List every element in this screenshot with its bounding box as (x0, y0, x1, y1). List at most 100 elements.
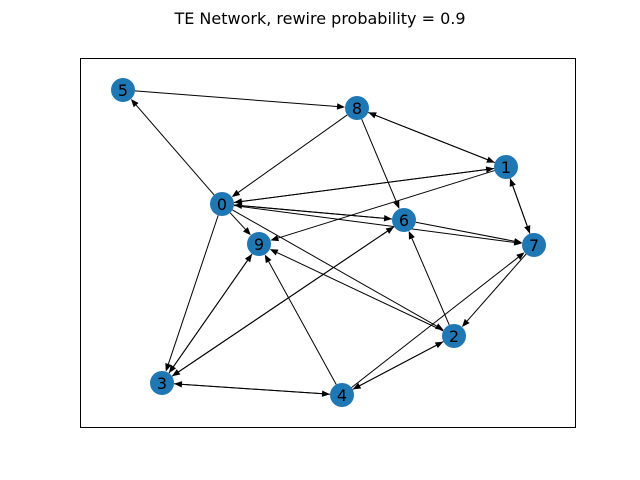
edge-line (167, 215, 219, 365)
edge-arrowhead (270, 234, 280, 242)
edge-0-to-9 (229, 212, 251, 236)
edge-line (415, 221, 515, 242)
node-5: 5 (111, 78, 135, 102)
node-label: 0 (217, 195, 227, 214)
edge-6-to-7 (415, 221, 523, 245)
edge-arrowhead (486, 156, 495, 163)
edge-line (241, 168, 495, 202)
edge-arrowhead (516, 252, 525, 260)
node-4: 4 (330, 383, 354, 407)
edge-1-to-8 (368, 112, 496, 164)
node-circle (111, 78, 135, 102)
node-1: 1 (494, 155, 518, 179)
edge-6-to-0 (233, 202, 393, 220)
edge-line (181, 383, 331, 395)
edge-arrowhead (269, 249, 279, 256)
figure-title: TE Network, rewire probability = 0.9 (173, 9, 465, 28)
edge-line (135, 104, 215, 196)
edge-6-to-3 (171, 226, 395, 377)
edge-line (277, 170, 495, 239)
edge-7-to-2 (461, 253, 527, 327)
edge-line (276, 252, 444, 332)
edge-line (229, 212, 246, 230)
node-label: 2 (449, 327, 459, 346)
node-3: 3 (150, 371, 174, 395)
edge-arrowhead (408, 231, 415, 240)
edge-line (375, 114, 496, 164)
edge-layer (130, 90, 531, 397)
node-0: 0 (210, 192, 234, 216)
edge-1-to-9 (270, 170, 495, 242)
edge-4-to-2 (352, 341, 444, 390)
edge-arrowhead (393, 200, 400, 209)
edge-line (361, 118, 397, 202)
edge-line (411, 238, 450, 326)
edge-line (238, 114, 348, 193)
edge-line (352, 344, 437, 390)
node-circle (150, 371, 174, 395)
node-circle (330, 383, 354, 407)
node-circle (392, 208, 416, 232)
edge-arrowhead (173, 381, 183, 388)
edge-line (466, 253, 527, 322)
edge-arrowhead (513, 238, 523, 245)
edge-arrowhead (171, 369, 181, 377)
node-circle (247, 232, 271, 256)
edge-line (178, 226, 395, 373)
edge-arrowhead (165, 363, 172, 372)
edge-line (173, 253, 253, 367)
node-label: 1 (501, 158, 511, 177)
edge-arrowhead (336, 103, 346, 110)
edge-arrowhead (509, 178, 516, 187)
node-circle (522, 233, 546, 257)
edge-7-to-1 (509, 178, 531, 234)
edge-4-to-3 (173, 381, 331, 395)
edge-1-to-0 (233, 168, 495, 205)
edge-arrowhead (264, 254, 272, 264)
node-6: 6 (392, 208, 416, 232)
edge-8-to-0 (231, 114, 348, 198)
node-circle (442, 324, 466, 348)
edge-line (268, 261, 337, 385)
edge-2-to-9 (269, 249, 444, 332)
edge-arrowhead (434, 341, 444, 349)
edge-4-to-7 (351, 252, 525, 389)
edge-2-to-6 (408, 231, 450, 326)
node-2: 2 (442, 324, 466, 348)
edge-line (351, 256, 519, 389)
edge-0-to-3 (165, 215, 219, 372)
node-9: 9 (247, 232, 271, 256)
node-label: 3 (157, 374, 167, 393)
edge-arrowhead (130, 99, 139, 108)
edge-arrowhead (368, 112, 377, 119)
edge-line (233, 205, 515, 243)
node-circle (345, 96, 369, 120)
edge-arrowhead (168, 364, 177, 374)
edge-line (512, 185, 531, 234)
node-layer: 0 1 2 3 4 5 6 7 8 9 (111, 78, 546, 407)
node-label: 9 (254, 235, 264, 254)
node-label: 6 (399, 211, 409, 230)
edge-line (134, 90, 338, 107)
node-circle (210, 192, 234, 216)
node-circle (494, 155, 518, 179)
node-7: 7 (522, 233, 546, 257)
node-label: 5 (118, 81, 128, 100)
node-label: 7 (529, 236, 539, 255)
edge-arrowhead (461, 318, 470, 327)
edge-arrowhead (243, 227, 251, 236)
edge-line (241, 205, 393, 220)
edge-arrowhead (231, 189, 241, 198)
plot-frame (80, 58, 576, 428)
edge-8-to-6 (361, 118, 400, 209)
edge-line (232, 209, 437, 327)
edge-0-to-5 (130, 99, 215, 196)
edge-arrowhead (233, 198, 243, 205)
node-8: 8 (345, 96, 369, 120)
edge-5-to-8 (134, 90, 346, 110)
node-label: 8 (352, 99, 362, 118)
edge-9-to-3 (168, 253, 253, 374)
node-label: 4 (337, 386, 347, 405)
edge-4-to-9 (264, 254, 337, 385)
